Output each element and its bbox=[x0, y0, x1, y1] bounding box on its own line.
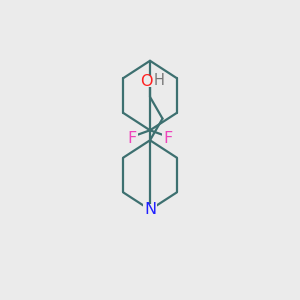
Bar bbox=[143, 204, 157, 216]
Text: O: O bbox=[140, 74, 153, 89]
Bar bbox=[141, 76, 152, 87]
Text: F: F bbox=[164, 131, 173, 146]
Bar bbox=[155, 75, 164, 85]
Bar bbox=[162, 133, 174, 144]
Text: H: H bbox=[154, 73, 165, 88]
Text: N: N bbox=[144, 202, 156, 217]
Bar bbox=[126, 133, 138, 144]
Text: F: F bbox=[127, 131, 136, 146]
